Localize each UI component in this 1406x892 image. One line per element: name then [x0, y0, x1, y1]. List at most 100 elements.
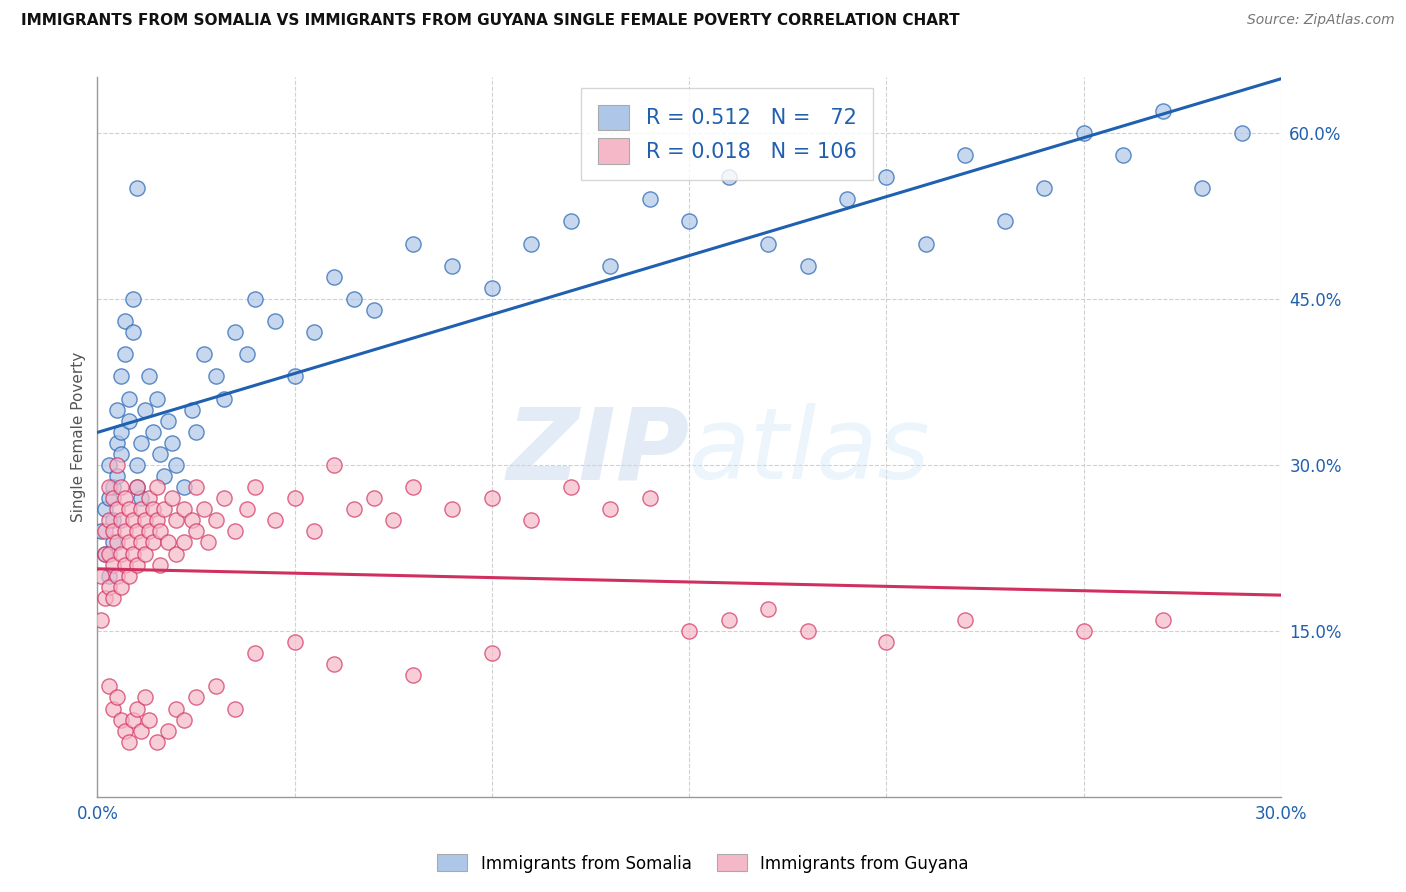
- Point: [184, 425, 207, 439]
- Point: [224, 701, 246, 715]
- Point: [1073, 126, 1095, 140]
- Point: [90, 524, 112, 539]
- Point: [98, 580, 121, 594]
- Point: [678, 214, 700, 228]
- Point: [142, 535, 165, 549]
- Point: [236, 347, 259, 361]
- Point: [678, 624, 700, 638]
- Point: [98, 480, 121, 494]
- Point: [402, 480, 425, 494]
- Point: [125, 524, 148, 539]
- Point: [363, 491, 385, 506]
- Point: [994, 214, 1017, 228]
- Point: [157, 535, 180, 549]
- Point: [138, 524, 160, 539]
- Point: [105, 535, 128, 549]
- Point: [114, 347, 136, 361]
- Point: [90, 613, 112, 627]
- Point: [1152, 103, 1174, 118]
- Point: [481, 491, 503, 506]
- Point: [599, 259, 621, 273]
- Point: [94, 524, 117, 539]
- Point: [138, 713, 160, 727]
- Point: [142, 425, 165, 439]
- Point: [121, 547, 143, 561]
- Point: [134, 690, 156, 705]
- Point: [153, 469, 176, 483]
- Point: [101, 491, 124, 506]
- Point: [110, 513, 132, 527]
- Point: [134, 547, 156, 561]
- Point: [101, 558, 124, 572]
- Point: [212, 491, 235, 506]
- Point: [1112, 148, 1135, 162]
- Point: [121, 292, 143, 306]
- Point: [114, 314, 136, 328]
- Point: [94, 547, 117, 561]
- Point: [90, 568, 112, 582]
- Point: [224, 524, 246, 539]
- Text: IMMIGRANTS FROM SOMALIA VS IMMIGRANTS FROM GUYANA SINGLE FEMALE POVERTY CORRELAT: IMMIGRANTS FROM SOMALIA VS IMMIGRANTS FR…: [21, 13, 960, 29]
- Point: [481, 281, 503, 295]
- Point: [105, 690, 128, 705]
- Point: [118, 735, 141, 749]
- Point: [138, 369, 160, 384]
- Point: [121, 325, 143, 339]
- Point: [110, 447, 132, 461]
- Point: [101, 535, 124, 549]
- Point: [304, 325, 326, 339]
- Point: [1230, 126, 1253, 140]
- Point: [717, 170, 740, 185]
- Point: [105, 469, 128, 483]
- Point: [402, 236, 425, 251]
- Point: [717, 613, 740, 627]
- Point: [101, 513, 124, 527]
- Point: [121, 713, 143, 727]
- Point: [110, 547, 132, 561]
- Point: [98, 458, 121, 472]
- Point: [118, 568, 141, 582]
- Point: [121, 513, 143, 527]
- Point: [110, 369, 132, 384]
- Point: [101, 480, 124, 494]
- Point: [441, 259, 464, 273]
- Point: [134, 513, 156, 527]
- Point: [955, 148, 977, 162]
- Point: [149, 524, 172, 539]
- Point: [304, 524, 326, 539]
- Point: [204, 369, 226, 384]
- Point: [153, 502, 176, 516]
- Point: [181, 402, 204, 417]
- Point: [756, 236, 779, 251]
- Legend: R = 0.512   N =   72, R = 0.018   N = 106: R = 0.512 N = 72, R = 0.018 N = 106: [581, 87, 873, 180]
- Point: [343, 292, 366, 306]
- Point: [98, 568, 121, 582]
- Point: [105, 502, 128, 516]
- Point: [105, 402, 128, 417]
- Point: [134, 402, 156, 417]
- Point: [129, 435, 152, 450]
- Point: [101, 524, 124, 539]
- Point: [173, 502, 195, 516]
- Point: [520, 236, 543, 251]
- Point: [105, 458, 128, 472]
- Point: [145, 480, 167, 494]
- Point: [204, 680, 226, 694]
- Point: [402, 668, 425, 682]
- Point: [129, 723, 152, 738]
- Point: [243, 646, 266, 660]
- Point: [145, 513, 167, 527]
- Point: [756, 602, 779, 616]
- Point: [224, 325, 246, 339]
- Point: [165, 547, 187, 561]
- Point: [118, 502, 141, 516]
- Point: [363, 302, 385, 317]
- Point: [441, 502, 464, 516]
- Point: [243, 480, 266, 494]
- Point: [94, 591, 117, 605]
- Point: [243, 292, 266, 306]
- Point: [323, 657, 346, 672]
- Point: [284, 491, 307, 506]
- Point: [835, 192, 858, 206]
- Point: [125, 181, 148, 195]
